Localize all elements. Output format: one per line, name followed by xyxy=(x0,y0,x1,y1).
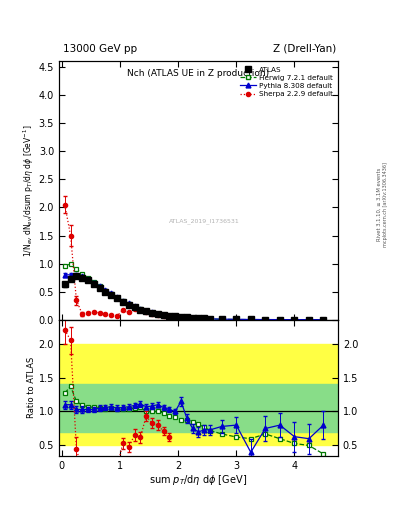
Legend: ATLAS, Herwig 7.2.1 default, Pythia 8.308 default, Sherpa 2.2.9 default: ATLAS, Herwig 7.2.1 default, Pythia 8.30… xyxy=(237,63,336,100)
Text: ATLAS_2019_I1736531: ATLAS_2019_I1736531 xyxy=(169,219,239,224)
Text: Z (Drell-Yan): Z (Drell-Yan) xyxy=(273,44,336,54)
Text: 13000 GeV pp: 13000 GeV pp xyxy=(63,44,137,54)
Text: mcplots.cern.ch [arXiv:1306.3436]: mcplots.cern.ch [arXiv:1306.3436] xyxy=(383,162,387,247)
Text: Nch (ATLAS UE in Z production): Nch (ATLAS UE in Z production) xyxy=(127,69,270,78)
Text: Rivet 3.1.10, ≥ 3.1M events: Rivet 3.1.10, ≥ 3.1M events xyxy=(377,168,382,242)
Y-axis label: 1/N$_{ev}$ dN$_{ev}$/dsum p$_T$/d$\eta$ d$\phi$ [GeV$^{-1}$]: 1/N$_{ev}$ dN$_{ev}$/dsum p$_T$/d$\eta$ … xyxy=(21,124,36,257)
X-axis label: sum $p_T$/d$\eta$ d$\phi$ [GeV]: sum $p_T$/d$\eta$ d$\phi$ [GeV] xyxy=(149,473,248,487)
Y-axis label: Ratio to ATLAS: Ratio to ATLAS xyxy=(27,357,36,418)
